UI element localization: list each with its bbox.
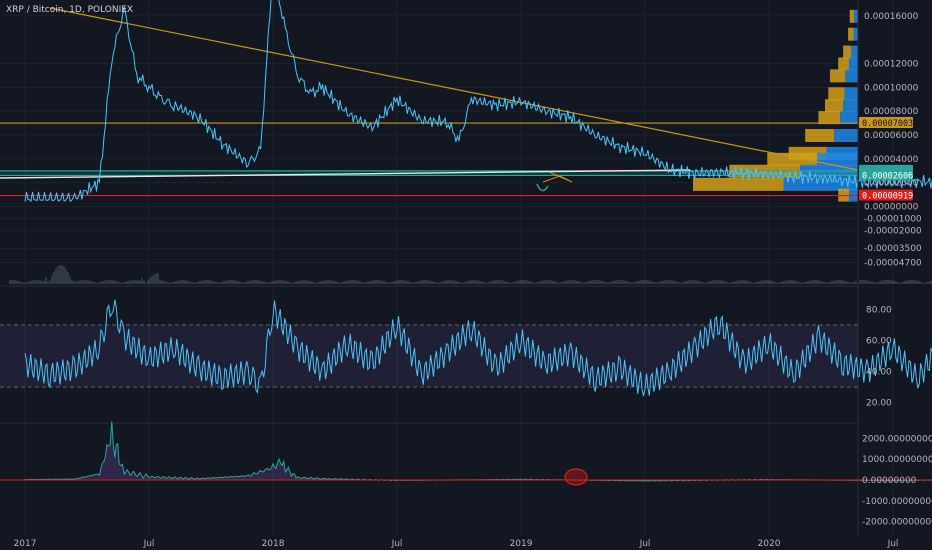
price-tick-label: 0.00000000 (864, 203, 919, 213)
price-pane[interactable] (0, 0, 932, 284)
trendline-support-white[interactable] (0, 169, 691, 179)
time-tick-label: 2020 (758, 539, 781, 549)
price-tick-label: -0.00001000 (864, 214, 922, 224)
price-tick-label: 0.00006000 (864, 131, 919, 141)
volume-profile (693, 9, 858, 202)
rsi-tick-label: 60.00 (866, 337, 892, 347)
oscillator-pane[interactable] (0, 421, 932, 486)
time-tick-label: Jul (143, 539, 155, 549)
rsi-pane[interactable] (0, 299, 932, 407)
chart-grid (0, 0, 894, 536)
price-tag[interactable]: 0.00007003 (859, 117, 913, 129)
time-tick-label: 2017 (14, 539, 37, 549)
oscillator-tick-label: -2000.00000000 (862, 518, 932, 528)
price-tag-bg (859, 189, 913, 201)
time-tick-label: Jul (887, 539, 899, 549)
oscillator-tick-label: 1000.00000000 (862, 455, 932, 465)
rsi-tick-label: 40.00 (866, 368, 892, 378)
price-tick-label: 0.00008000 (864, 107, 919, 117)
volume-profile-bar-down (854, 9, 858, 23)
trendline-descending[interactable] (49, 7, 859, 171)
rsi-line (24, 299, 932, 397)
oscillator-tick-label: -1000.00000000 (862, 497, 932, 507)
volume-profile-bar-up (838, 57, 850, 71)
pattern-drawing[interactable] (536, 171, 573, 192)
volume-profile-bar-up (825, 99, 844, 113)
volume-profile-bar-down (834, 129, 858, 142)
price-tag-label: 0.00000919 (862, 192, 913, 202)
volume-profile-bar-up (828, 87, 845, 101)
volume-profile-bar-up (767, 152, 818, 166)
highlight-ellipse[interactable] (564, 468, 588, 486)
oscillator-tick-label: 2000.00000000 (862, 434, 932, 444)
price-tick-label: -0.00004700 (864, 259, 922, 269)
time-axis[interactable]: 2017Jul2018Jul2019Jul2020Jul2021Jul2022J… (14, 539, 932, 549)
volume-profile-bar-up (805, 129, 835, 142)
volume-bars (9, 265, 932, 284)
price-tag[interactable]: 0.00002606 (859, 169, 913, 181)
symbol-title[interactable]: XRP / Bitcoin, 1D, POLONIEX (6, 5, 133, 15)
price-axis[interactable]: 0.00016000 0.00012000 0.00010000 0.00008000… (859, 12, 932, 528)
oscillator-area (24, 421, 932, 482)
price-tag-bg (859, 169, 913, 181)
volume-profile-bar-down (851, 45, 858, 59)
volume-profile-bar-down (844, 87, 858, 101)
volume-profile-bar-down (845, 69, 858, 83)
price-tag-label: 0.00007003 (862, 119, 913, 129)
time-tick-label: Jul (391, 539, 403, 549)
price-tag-label: 0.00002606 (862, 171, 913, 181)
time-tick-label: 2019 (510, 539, 533, 549)
price-tick-label: 0.00010000 (864, 83, 919, 93)
volume-profile-bar-up (849, 9, 855, 23)
price-tag[interactable]: 0.00000919 (859, 189, 913, 202)
volume-profile-bar-up (843, 45, 852, 59)
time-tick-label: 2018 (262, 539, 285, 549)
volume-profile-bar-up (848, 27, 854, 41)
price-tick-label: 0.00002000 (864, 179, 919, 189)
volume-profile-bar-down (817, 152, 858, 166)
rsi-tick-label: 80.00 (866, 306, 892, 316)
rsi-tick-label: 20.00 (866, 399, 892, 409)
volume-profile-bar-down (853, 27, 858, 41)
volume-profile-bar-up (818, 111, 841, 125)
volume-profile-bar-up (829, 69, 846, 83)
oscillator-tick-label: 0.00000000 (862, 476, 917, 486)
price-tick-label: -0.00003500 (864, 244, 922, 254)
volume-profile-bar-up (693, 177, 784, 191)
price-tick-label: 0.00012000 (864, 60, 919, 70)
volume-profile-bar-down (843, 99, 858, 113)
price-tag-bg (859, 117, 913, 129)
price-tick-label: 0.00016000 (864, 12, 919, 22)
volume-profile-bar-down (840, 111, 858, 125)
price-tick-label: 0.00004000 (864, 155, 919, 165)
volume-profile-bar-down (849, 57, 858, 71)
time-tick-label: Jul (639, 539, 651, 549)
price-tick-label: -0.00002000 (864, 226, 922, 236)
